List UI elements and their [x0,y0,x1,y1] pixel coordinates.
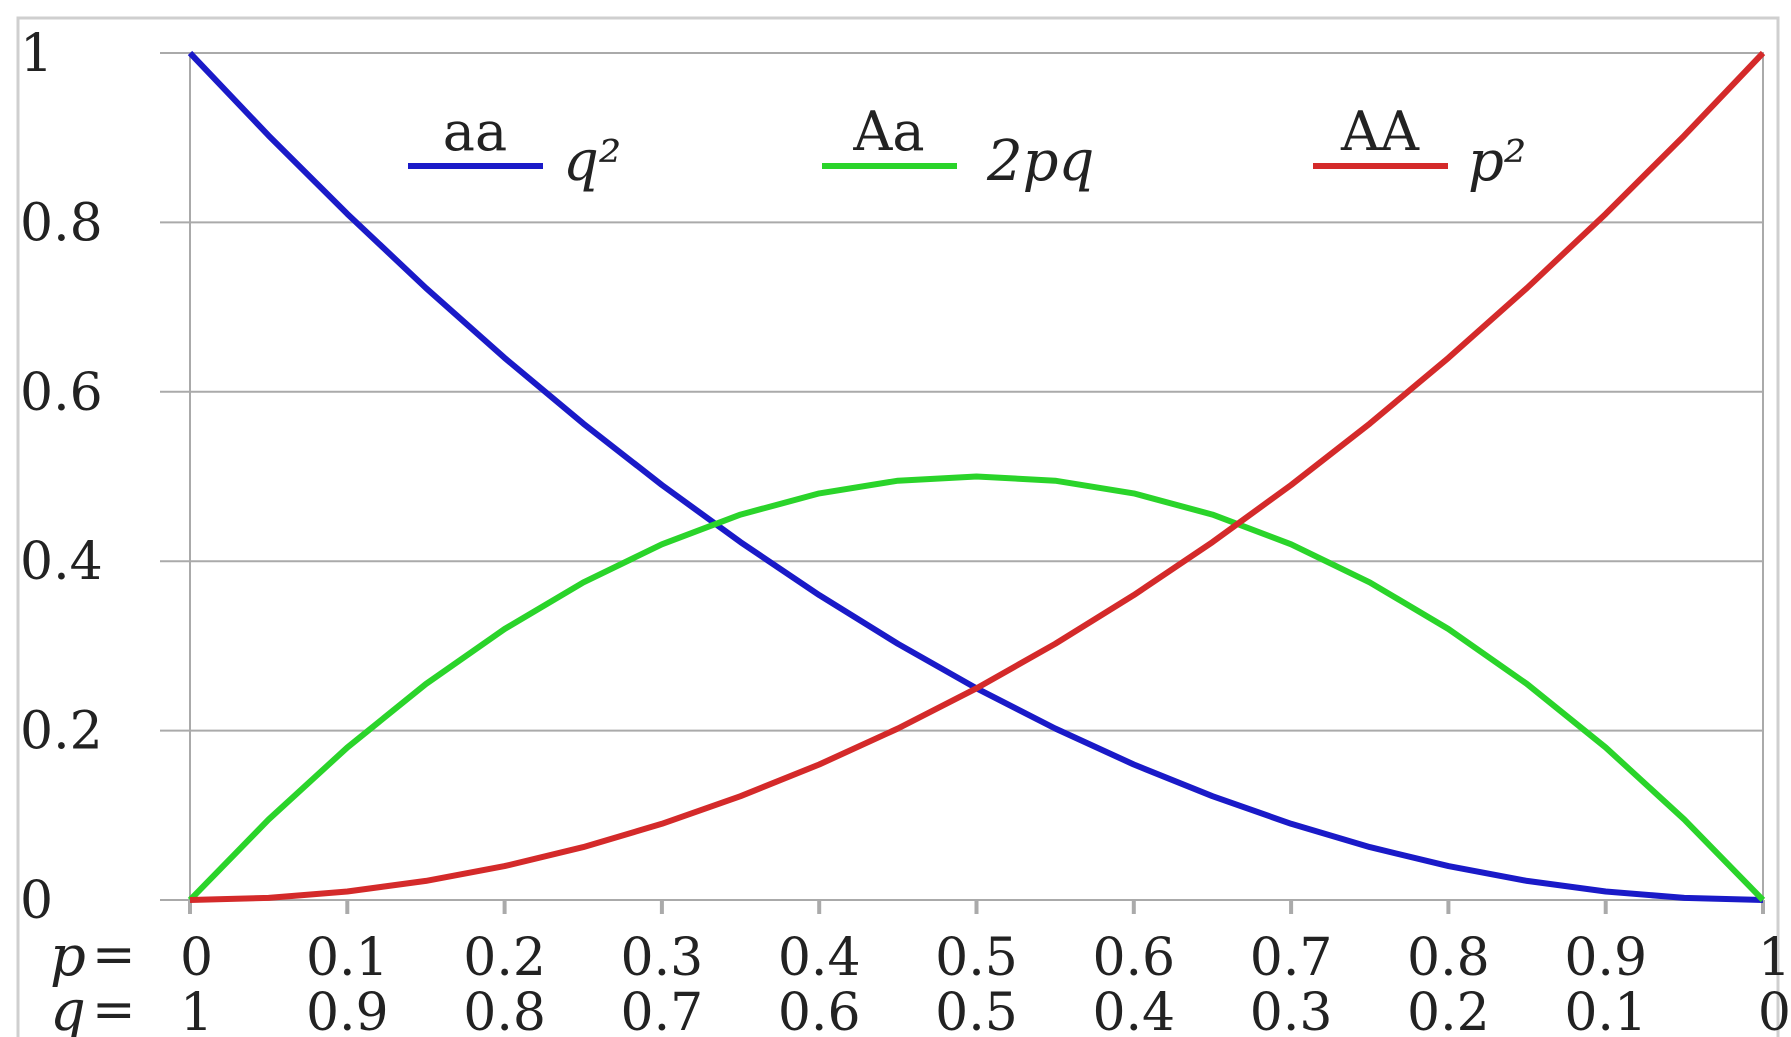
y-axis-tick-labels: 0 0.2 0.4 0.6 0.8 1 [20,24,103,931]
legend-formula-AA: p² [1468,129,1526,194]
x-tick-label-p: 0.4 [778,928,861,988]
x-tick-label-q: 0.6 [778,983,861,1037]
x-axis-equals-q: = [92,980,136,1037]
x-tick-label-p: 0.1 [306,928,389,988]
x-tick-label-p: 0.6 [1092,928,1175,988]
x-tick-label-q: 0.8 [463,983,546,1037]
series-line-AA [189,50,1766,903]
legend-genotype-Aa: Aa [852,100,924,163]
x-tick-label-q: 0.2 [1407,983,1490,1037]
x-axis-tick-labels: 010.10.90.20.80.30.70.40.60.50.50.60.40.… [50,924,1791,1037]
x-tick-label-p: 0.5 [935,928,1018,988]
legend-formula-aa: q² [563,129,621,194]
x-tick-label-q: 0.9 [306,983,389,1037]
x-axis-name-p: p [50,924,86,989]
x-axis-ticks [188,900,1765,914]
y-tick-label: 0.8 [20,193,103,253]
x-tick-label-p: 0.9 [1564,928,1647,988]
legend-formula-Aa: 2pq [986,129,1094,194]
series-lines [187,50,1766,903]
series-line-Aa [187,473,1766,903]
x-tick-label-p: 0 [180,928,213,988]
y-tick-label: 0 [20,871,53,931]
legend-genotype-aa: aa [443,100,507,163]
x-tick-label-q: 0.3 [1250,983,1333,1037]
x-tick-label-q: 1 [180,983,213,1037]
x-tick-label-p: 0.3 [621,928,704,988]
y-tick-label: 1 [20,24,53,84]
x-tick-label-q: 0.7 [621,983,704,1037]
y-tick-label: 0.4 [20,532,103,592]
y-tick-label: 0.2 [20,702,103,762]
x-axis-name-q: q [50,979,86,1037]
x-tick-label-q: 0 [1758,983,1791,1037]
legend-genotype-AA: AA [1340,100,1420,163]
x-tick-label-q: 0.4 [1092,983,1175,1037]
x-tick-label-p: 0.2 [463,928,546,988]
legend: aa q² Aa 2pq AA p² [408,100,1526,194]
x-tick-label-q: 0.5 [935,983,1018,1037]
x-tick-label-p: 0.7 [1250,928,1333,988]
x-tick-label-q: 0.1 [1564,983,1647,1037]
x-tick-label-p: 1 [1758,928,1791,988]
chart-border [16,16,1780,1037]
x-axis-equals-p: = [92,925,136,985]
x-tick-label-p: 0.8 [1407,928,1490,988]
y-tick-label: 0.6 [20,363,103,423]
